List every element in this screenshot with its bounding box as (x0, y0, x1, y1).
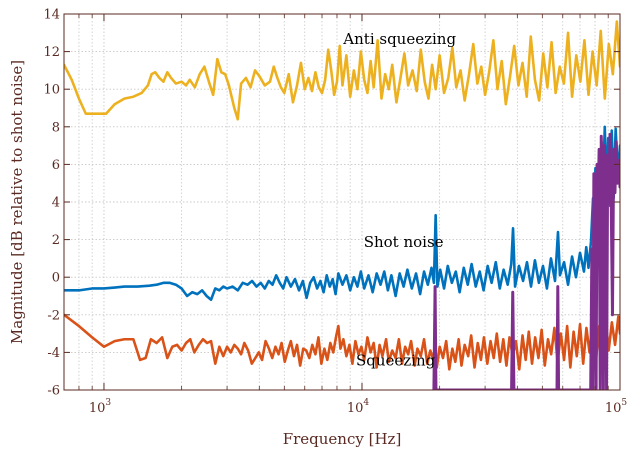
series-line-spike (432, 132, 620, 390)
y-tick-label: 4 (52, 196, 60, 211)
series-line-anti (64, 20, 620, 121)
x-tick-label: 104 (347, 398, 370, 416)
annotation-label: Shot noise (364, 233, 444, 251)
x-tick-label: 103 (89, 398, 112, 416)
y-tick-label: 10 (43, 83, 60, 98)
annotation-label: Anti squeezing (342, 30, 456, 48)
y-tick-label: -4 (47, 346, 60, 361)
y-tick-label: 2 (52, 233, 60, 248)
ticks-layer: 103 104 105 -6 -4 -2 0 2 4 6 8 10 12 14 (43, 8, 627, 417)
x-axis-label: Frequency [Hz] (283, 430, 402, 448)
y-tick-label: -6 (47, 384, 60, 399)
annotations: Anti squeezing Shot noise Squeezing (342, 30, 456, 369)
annotation-label: Squeezing (356, 352, 436, 370)
x-tick-label: 105 (605, 398, 628, 416)
y-tick-label: -2 (47, 308, 60, 323)
y-tick-label: 6 (52, 158, 60, 173)
grid-major (64, 14, 621, 390)
y-tick-label: 14 (43, 8, 60, 23)
series-line-squeeze (64, 313, 620, 371)
y-axis-label: Magnitude [dB relative to shot noise] (8, 60, 26, 344)
y-tick-label: 0 (52, 271, 60, 286)
series-layer (64, 20, 620, 390)
y-tick-label: 8 (52, 120, 60, 135)
series-line-shot (64, 125, 620, 302)
y-tick-label: 12 (43, 45, 60, 60)
